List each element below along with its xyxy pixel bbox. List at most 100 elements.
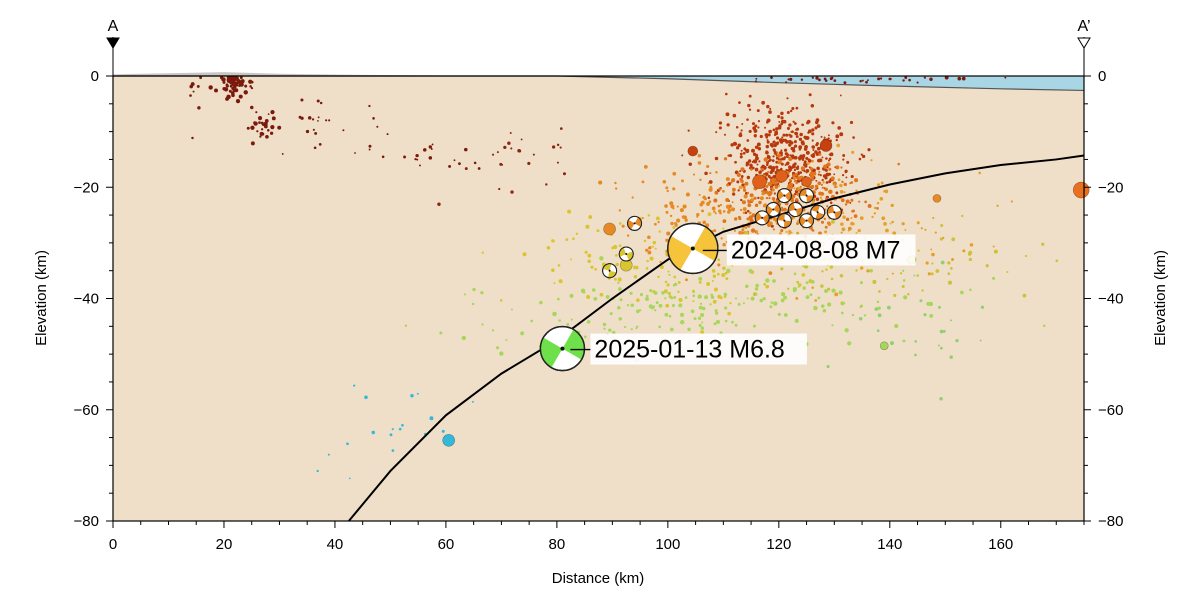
earthquake-point: [746, 217, 750, 221]
earthquake-point: [810, 184, 815, 189]
earthquake-point: [871, 215, 874, 219]
earthquake-point: [979, 339, 982, 342]
x-tick-label: 140: [877, 536, 902, 553]
earthquake-point: [955, 338, 959, 343]
earthquake-point: [739, 152, 743, 156]
earthquake-point: [800, 175, 804, 179]
x-axis-title: Distance (km): [552, 570, 645, 587]
earthquake-point: [805, 281, 809, 285]
earthquake-point: [731, 320, 734, 324]
earthquake-point: [481, 323, 484, 326]
earthquake-point: [957, 76, 962, 81]
earthquake-point: [886, 277, 889, 281]
earthquake-point: [741, 123, 744, 125]
earthquake-point: [229, 80, 233, 85]
earthquake-point: [461, 335, 467, 341]
y-tick-label-right: 0: [1098, 68, 1106, 85]
earthquake-point: [877, 306, 881, 310]
earthquake-point: [429, 416, 434, 421]
earthquake-point: [685, 192, 690, 197]
earthquake-point: [748, 129, 752, 134]
earthquake-point: [721, 272, 726, 278]
earthquake-point: [1042, 324, 1046, 328]
earthquake-point: [789, 154, 792, 157]
earthquake-point: [317, 120, 319, 122]
earthquake-point: [849, 120, 854, 125]
earthquake-point: [826, 205, 829, 208]
mainshock-beachball: [539, 325, 586, 372]
earthquake-point: [776, 151, 779, 154]
earthquake-point: [940, 224, 944, 227]
earthquake-point: [919, 299, 923, 303]
earthquake-point: [430, 148, 433, 150]
earthquake-point: [697, 294, 702, 299]
earthquake-point: [586, 295, 591, 299]
focal-mechanism-quadrant: [773, 203, 781, 214]
earthquake-point: [666, 189, 669, 193]
earthquake-point: [189, 94, 192, 97]
earthquake-point: [861, 79, 864, 82]
earthquake-point: [798, 148, 802, 151]
earthquake-point: [876, 300, 880, 304]
earthquake-point: [726, 268, 731, 274]
earthquake-point: [672, 187, 676, 191]
earthquake-point: [819, 196, 823, 200]
earthquake-point: [545, 183, 548, 186]
earthquake-point: [796, 165, 800, 168]
earthquake-point: [850, 198, 854, 202]
earthquake-point: [787, 78, 790, 81]
earthquake-point: [551, 145, 556, 149]
focal-mechanism-quadrant: [799, 216, 807, 226]
earthquake-point: [499, 299, 503, 302]
earthquake-point: [584, 250, 588, 254]
earthquake-point: [767, 170, 770, 173]
earthquake-point: [740, 149, 743, 152]
earthquake-point: [880, 181, 884, 185]
earthquake-point: [250, 125, 255, 130]
focal-mechanism: [754, 210, 770, 226]
earthquake-point: [874, 206, 877, 210]
earthquake-point: [996, 204, 999, 207]
earthquake-point: [744, 226, 748, 230]
earthquake-point: [883, 222, 887, 226]
earthquake-point: [739, 177, 743, 181]
earthquake-point: [780, 229, 784, 233]
y-tick-label-right: −60: [1098, 402, 1123, 419]
earthquake-point: [969, 288, 972, 292]
focal-mechanism-quadrant: [634, 217, 642, 227]
earthquake-point: [825, 181, 829, 184]
earthquake-point: [864, 200, 868, 204]
focal-mechanism-outline: [602, 263, 618, 279]
earthquake-point: [774, 185, 779, 189]
earthquake-point: [662, 179, 667, 184]
earthquake-point: [866, 269, 870, 273]
earthquake-point: [881, 216, 886, 221]
earthquake-point: [865, 80, 868, 84]
earthquake-point: [614, 187, 618, 190]
focal-mechanism: [602, 263, 618, 279]
earthquake-point: [816, 124, 821, 128]
earthquake-point: [562, 172, 566, 176]
earthquake-point: [821, 192, 825, 196]
earthquake-point: [718, 121, 723, 125]
earthquake-point: [764, 126, 767, 129]
earthquake-point: [611, 246, 615, 250]
y-tick-label-left: −80: [74, 513, 99, 530]
overlay-layer: 2024-08-08 M7 2025-01-13 M6.8: [348, 139, 1090, 522]
earthquake-point: [189, 84, 194, 89]
earthquake-point: [464, 147, 468, 152]
earthquake-point: [698, 323, 702, 328]
earthquake-point: [510, 147, 513, 150]
earthquake-point: [788, 143, 792, 147]
earthquake-point: [870, 159, 873, 162]
large-event: [687, 145, 699, 157]
earthquake-point: [714, 190, 719, 195]
focal-mechanism: [799, 188, 815, 204]
focal-mechanism: [799, 213, 815, 229]
earthquake-point: [583, 335, 587, 339]
earthquake-point: [738, 133, 743, 138]
large-event: [932, 194, 942, 203]
earthquake-point: [824, 230, 828, 234]
focal-mechanism-center: [608, 269, 611, 272]
